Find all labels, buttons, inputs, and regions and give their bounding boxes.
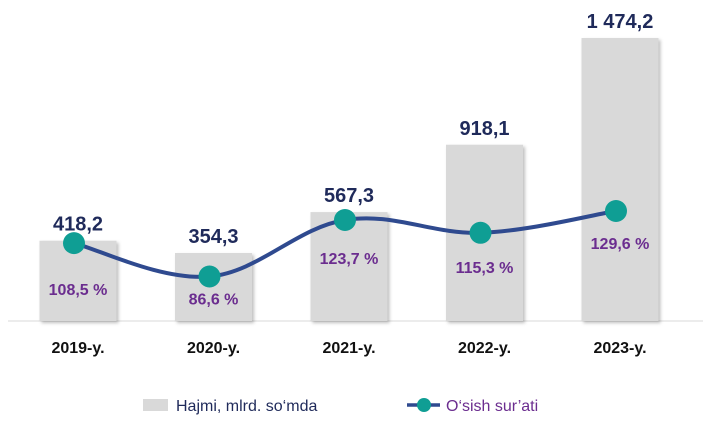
growth-marker-3 (334, 209, 356, 231)
bar-value-label-4: 918,1 (459, 118, 509, 140)
bar-2 (175, 252, 252, 321)
legend-bar-swatch (143, 399, 168, 411)
growth-marker-4 (469, 221, 492, 244)
legend-line-label: O‘sish sur’ati (446, 398, 538, 415)
legend: Hajmi, mlrd. so‘mda O‘sish sur’ati (143, 398, 538, 415)
x-tick-label-5: 2023-y. (593, 340, 646, 357)
x-tick-label-2: 2020-y. (187, 340, 240, 357)
growth-label-3: 123,7 % (320, 251, 379, 268)
bar-value-labels: 418,2 354,3 567,3 918,1 1 474,2 (53, 11, 653, 248)
bar-value-label-3: 567,3 (324, 185, 374, 207)
bar-5 (581, 38, 659, 321)
growth-label-1: 108,5 % (49, 282, 108, 299)
growth-marker-1 (63, 232, 85, 255)
legend-bar-label: Hajmi, mlrd. so‘mda (176, 398, 317, 415)
growth-marker-2 (198, 265, 221, 288)
bar-value-label-2: 354,3 (188, 226, 238, 248)
bar-value-label-1: 418,2 (53, 214, 103, 236)
bar-value-label-5: 1 474,2 (587, 11, 654, 33)
growth-rate-markers (63, 200, 627, 288)
x-tick-label-1: 2019-y. (51, 340, 104, 357)
growth-rate-labels: 108,5 % 86,6 % 123,7 % 115,3 % 129,6 % (49, 236, 650, 308)
legend-marker-swatch (417, 398, 431, 412)
growth-marker-5 (605, 200, 627, 223)
x-tick-label-4: 2022-y. (458, 340, 511, 357)
x-tick-label-3: 2021-y. (322, 340, 375, 357)
x-axis-tick-labels: 2019-y. 2020-y. 2021-y. 2022-y. 2023-y. (51, 340, 646, 357)
growth-label-4: 115,3 % (456, 260, 514, 277)
growth-label-5: 129,6 % (591, 236, 650, 253)
growth-label-2: 86,6 % (189, 292, 239, 309)
bar-series (39, 38, 659, 321)
